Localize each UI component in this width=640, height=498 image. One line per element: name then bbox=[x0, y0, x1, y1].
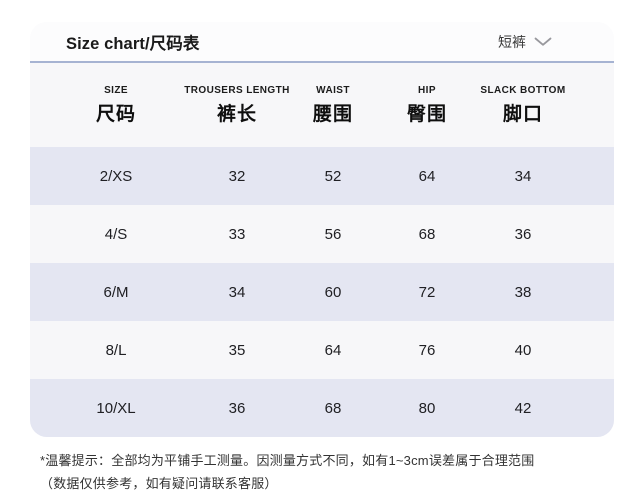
trousers-length-cell: 33 bbox=[228, 225, 246, 243]
column-header-waist: WAIST 腰围 bbox=[313, 85, 353, 126]
column-label-zh: 腰围 bbox=[312, 103, 353, 125]
category-label: 短裤 bbox=[498, 33, 526, 50]
column-header-size: SIZE 尺码 bbox=[96, 85, 136, 126]
hip-cell: 64 bbox=[418, 167, 436, 185]
table-header-row: SIZE 尺码 TROUSERS LENGTH 裤长 WAIST 腰围 HIP … bbox=[30, 63, 614, 147]
slack-bottom-cell: 38 bbox=[514, 283, 532, 301]
chevron-down-icon bbox=[534, 37, 552, 46]
column-label-en: SLACK BOTTOM bbox=[480, 84, 566, 96]
hip-cell: 68 bbox=[418, 225, 436, 243]
column-label-en: HIP bbox=[418, 84, 436, 96]
hip-cell: 72 bbox=[418, 283, 436, 301]
waist-cell: 64 bbox=[324, 341, 342, 359]
table-row: 2/XS 32 52 64 34 bbox=[30, 147, 614, 205]
hip-cell: 80 bbox=[418, 399, 436, 417]
column-header-slack-bottom: SLACK BOTTOM 脚口 bbox=[480, 85, 565, 126]
category-dropdown[interactable]: 短裤 bbox=[498, 32, 552, 52]
size-cell: 6/M bbox=[103, 283, 129, 301]
hip-cell: 76 bbox=[418, 341, 436, 359]
size-chart-card: Size chart/尺码表 短裤 SIZE 尺码 TROUSERS LENGT… bbox=[30, 22, 614, 437]
footer-note: *温馨提示：全部均为平铺手工测量。因测量方式不同，如有1~3cm误差属于合理范围… bbox=[40, 449, 600, 495]
table-row: 10/XL 36 68 80 42 bbox=[30, 379, 614, 437]
slack-bottom-cell: 34 bbox=[514, 167, 532, 185]
footer-line-1: *温馨提示：全部均为平铺手工测量。因测量方式不同，如有1~3cm误差属于合理范围 bbox=[40, 453, 535, 468]
slack-bottom-cell: 36 bbox=[514, 225, 532, 243]
waist-cell: 52 bbox=[324, 167, 342, 185]
table-body: 2/XS 32 52 64 34 4/S 33 56 68 36 6/M 34 … bbox=[30, 147, 614, 437]
trousers-length-cell: 34 bbox=[228, 283, 246, 301]
table-row: 8/L 35 64 76 40 bbox=[30, 321, 614, 379]
column-label-zh: 裤长 bbox=[217, 103, 258, 125]
size-cell: 4/S bbox=[104, 225, 128, 243]
trousers-length-cell: 32 bbox=[228, 167, 246, 185]
size-cell: 8/L bbox=[105, 341, 127, 359]
column-label-zh: 尺码 bbox=[95, 103, 136, 125]
waist-cell: 60 bbox=[324, 283, 342, 301]
slack-bottom-cell: 42 bbox=[514, 399, 532, 417]
waist-cell: 68 bbox=[324, 399, 342, 417]
size-cell: 10/XL bbox=[96, 399, 136, 417]
size-cell: 2/XS bbox=[99, 167, 133, 185]
column-label-zh: 臀围 bbox=[406, 103, 447, 125]
table-row: 4/S 33 56 68 36 bbox=[30, 205, 614, 263]
page-title: Size chart/尺码表 bbox=[66, 34, 200, 53]
table-row: 6/M 34 60 72 38 bbox=[30, 263, 614, 321]
footer-line-2: （数据仅供参考，如有疑问请联系客服） bbox=[40, 476, 278, 491]
column-label-en: TROUSERS LENGTH bbox=[184, 84, 290, 96]
column-header-trousers-length: TROUSERS LENGTH 裤长 bbox=[184, 85, 289, 126]
waist-cell: 56 bbox=[324, 225, 342, 243]
card-header: Size chart/尺码表 短裤 bbox=[30, 22, 614, 63]
column-label-zh: 脚口 bbox=[502, 103, 543, 125]
trousers-length-cell: 36 bbox=[228, 399, 246, 417]
column-label-en: WAIST bbox=[316, 84, 350, 96]
slack-bottom-cell: 40 bbox=[514, 341, 532, 359]
column-label-en: SIZE bbox=[104, 84, 128, 96]
column-header-hip: HIP 臀围 bbox=[407, 85, 447, 126]
trousers-length-cell: 35 bbox=[228, 341, 246, 359]
